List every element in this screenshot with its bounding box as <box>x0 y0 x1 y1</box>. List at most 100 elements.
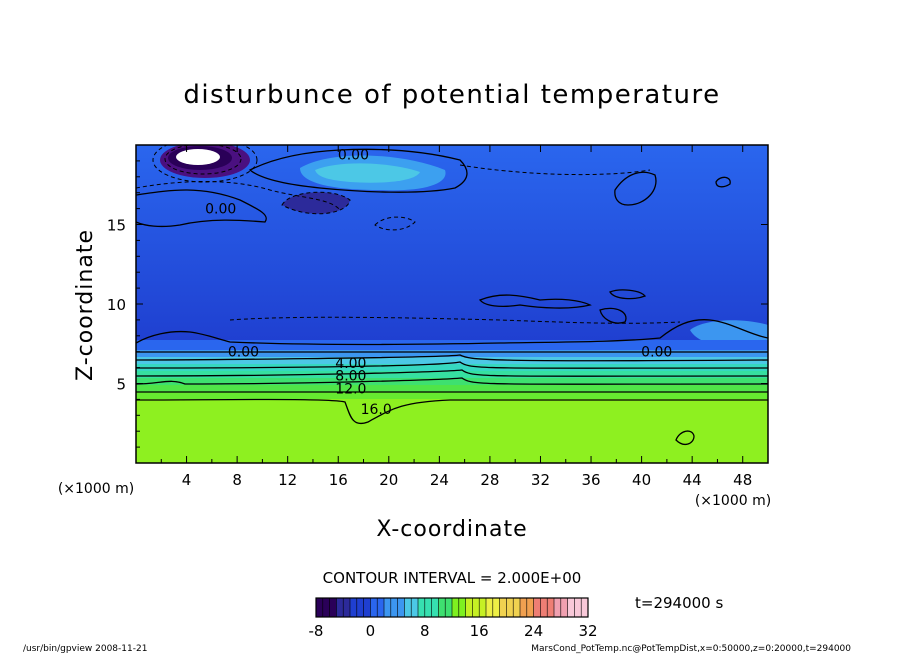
colorbar-cell <box>554 598 562 617</box>
x-axis-label: X-coordinate <box>376 517 527 542</box>
x-tick-label: 8 <box>232 471 242 489</box>
colorbar-cell <box>526 598 535 617</box>
colorbar-tick-label: 0 <box>366 622 376 640</box>
x-axis: 4 8 12 16 20 24 28 32 36 40 44 48 <box>160 145 752 489</box>
x-tick-label: 16 <box>329 471 348 489</box>
upper-field <box>136 145 768 345</box>
x-tick-label: 40 <box>632 471 651 489</box>
contour-4 <box>136 354 768 362</box>
x-tick-label: 4 <box>182 471 192 489</box>
contour-0-right <box>614 171 657 206</box>
contour-0-lower <box>136 319 768 346</box>
layer-16 <box>136 399 768 463</box>
colorbar-tick-label: 24 <box>524 622 543 640</box>
contour-neg-top-right <box>459 164 651 176</box>
warm-patch-top-core <box>315 163 420 183</box>
contour-label: 0.00 <box>641 345 672 361</box>
colorbar-cell <box>567 598 575 617</box>
contour-0-top <box>248 148 468 193</box>
colorbar-cell <box>397 598 405 617</box>
contour-label: 12.0 <box>335 381 366 397</box>
colorbar-cell <box>390 598 399 617</box>
colorbar-cell <box>560 598 569 617</box>
colorbar-cell <box>431 598 439 617</box>
y-tick-label: 5 <box>116 376 126 394</box>
contour-0-upper-left <box>136 189 267 228</box>
contour-16 <box>136 398 768 425</box>
contour-neg-small <box>374 216 416 231</box>
colorbar-cell <box>411 598 419 617</box>
colorbar-cell <box>377 598 385 617</box>
y-axis: 5 10 15 <box>107 160 768 448</box>
contour-label: 16.0 <box>361 402 392 418</box>
x-unit-label: (×1000 m) <box>695 493 771 509</box>
contour-16-small-loop <box>675 430 695 446</box>
colorbar-cell <box>438 598 446 617</box>
colorbar-cell <box>492 598 501 617</box>
colorbar-cell <box>574 598 582 617</box>
colorbar-cell <box>370 598 378 617</box>
x-tick-label: 12 <box>278 471 297 489</box>
y-axis-label: Z-coordinate <box>73 229 98 381</box>
contour-neg-mid <box>281 191 351 215</box>
x-tick-label: 28 <box>480 471 499 489</box>
x-tick-label: 20 <box>379 471 398 489</box>
contour-interval-label: CONTOUR INTERVAL = 2.000E+00 <box>323 569 582 587</box>
colorbar-cell <box>445 598 453 617</box>
colorbar-cell <box>520 598 528 617</box>
x-tick-label: 24 <box>430 471 449 489</box>
colorbar-cell <box>350 598 358 617</box>
layer-8 <box>136 371 768 379</box>
colorbar-cell <box>404 598 412 617</box>
colorbar-tick-label: 16 <box>470 622 489 640</box>
colorbar-ticks: -8 0 8 16 24 32 <box>309 622 598 640</box>
colorbar-cell <box>384 598 392 617</box>
colorbar-cell <box>547 598 555 617</box>
layer-4 <box>136 357 768 365</box>
contour-neg-upper <box>136 181 341 211</box>
colorbar-cell <box>533 598 541 617</box>
colorbar-tick-label: 8 <box>420 622 430 640</box>
colorbar-cell <box>336 598 344 617</box>
colorbar-cell <box>452 598 460 617</box>
colorbar-tick-label: 32 <box>578 622 597 640</box>
layer-2 <box>136 350 768 358</box>
contour-0-mid-right-small <box>599 307 627 324</box>
colorbar-cell <box>329 598 337 617</box>
contour-label: 0.00 <box>205 202 236 218</box>
colorbar-cell <box>472 598 480 617</box>
footer-right: MarsCond_PotTemp.nc@PotTempDist,x=0:5000… <box>531 644 851 654</box>
x-tick-label: 32 <box>531 471 550 489</box>
contour-neg-cell-2 <box>164 145 242 175</box>
contour-neg-cell-1 <box>152 145 258 183</box>
colorbar <box>315 597 589 618</box>
layer-0 <box>136 340 768 352</box>
y-tick-label: 15 <box>107 217 126 235</box>
colorbar-cell <box>363 598 371 617</box>
cold-patch-mid <box>282 192 350 214</box>
colorbar-cell <box>499 598 507 617</box>
layer-14 <box>136 392 768 400</box>
layer-12 <box>136 385 768 393</box>
colorbar-cell <box>424 598 433 617</box>
contour-neg-lower <box>229 316 681 324</box>
colorbar-cell <box>316 598 324 617</box>
colorbar-cell <box>486 598 494 617</box>
colorbar-cell <box>513 598 521 617</box>
contour-6 <box>136 361 768 369</box>
contour-label: 0.00 <box>338 148 369 164</box>
contour-8 <box>136 369 768 377</box>
colorbar-cell <box>322 598 331 617</box>
layer-6 <box>136 364 768 372</box>
x-tick-label: 44 <box>683 471 702 489</box>
y-tick-label: 10 <box>107 296 126 314</box>
contour-lines-negative <box>136 145 681 324</box>
colorbar-cell <box>540 598 548 617</box>
contour-10 <box>136 377 768 385</box>
contour-label: 4.00 <box>335 356 366 372</box>
x-tick-label: 48 <box>733 471 752 489</box>
colorbar-tick-label: -8 <box>309 622 324 640</box>
contour-0-mid-right-small-2 <box>609 289 647 300</box>
